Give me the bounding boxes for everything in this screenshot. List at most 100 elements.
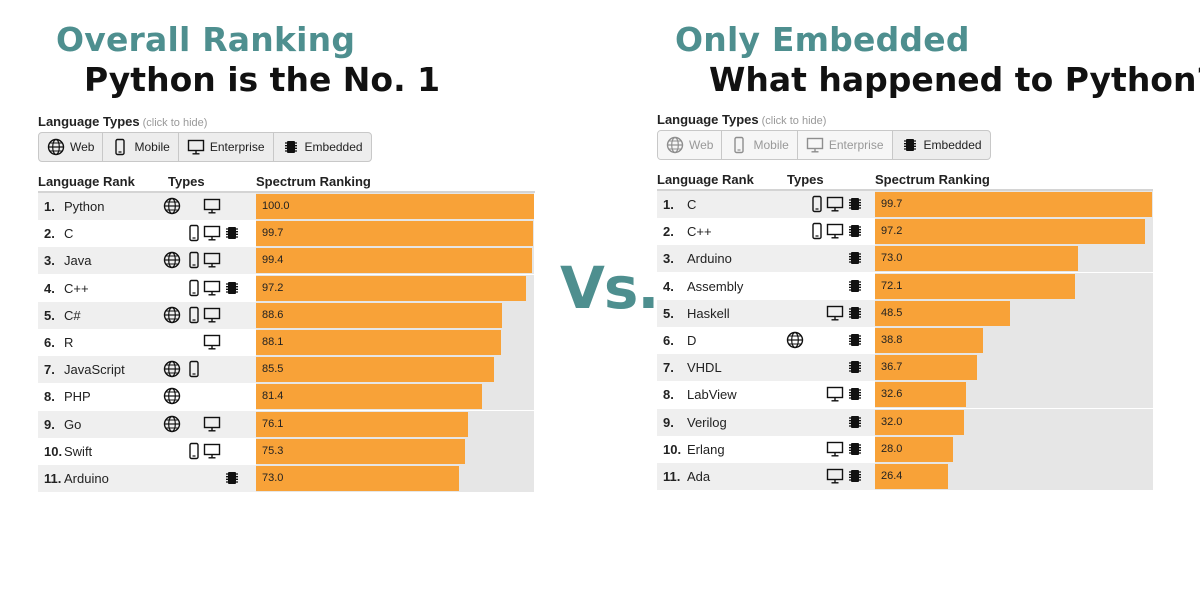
desktop-icon — [825, 194, 845, 214]
spectrum-value: 38.8 — [881, 334, 903, 346]
language-types-label: Language Types — [657, 112, 759, 127]
desktop-icon — [202, 441, 222, 461]
spectrum-value: 28.0 — [881, 442, 903, 455]
spectrum-bar — [256, 466, 459, 491]
desktop-icon — [806, 136, 824, 154]
table-row[interactable]: 7. VHDL 36.7 — [657, 354, 1153, 382]
spectrum-bar — [256, 411, 468, 437]
table-row[interactable]: 9. Verilog 32.0 — [657, 408, 1153, 436]
table-row[interactable]: 3. Java 99.4 — [38, 247, 534, 275]
spectrum-bar — [875, 328, 983, 353]
col-types[interactable]: Types — [787, 172, 824, 187]
language-type-filter: Web Mobile Enterprise Embedded — [38, 132, 372, 162]
filter-embedded-button[interactable]: Embedded — [274, 133, 371, 161]
table-row[interactable]: 10. Swift 75.3 — [38, 437, 534, 465]
language-name: JavaScript — [64, 362, 125, 378]
rank-number: 6. — [44, 335, 55, 350]
language-name: D — [687, 333, 697, 348]
globe-icon — [162, 414, 182, 434]
spectrum-bar — [875, 300, 1010, 326]
table-row[interactable]: 1. C 99.7 — [657, 191, 1153, 218]
panel-subheading: Python is the No. 1 — [84, 60, 441, 99]
spectrum-bar — [875, 192, 1153, 217]
table-row[interactable]: 6. D 38.8 — [657, 327, 1153, 354]
filter-enterprise-button[interactable]: Enterprise — [179, 133, 274, 161]
bar-track: 48.5 — [875, 299, 1153, 327]
filter-embedded-button[interactable]: Embedded — [893, 131, 990, 159]
filter-enterprise-label: Enterprise — [209, 140, 265, 154]
spectrum-value: 100.0 — [262, 200, 290, 212]
spectrum-bar — [256, 221, 534, 247]
table-row[interactable]: 2. C 99.7 — [38, 220, 534, 248]
filter-enterprise-button[interactable]: Enterprise — [797, 131, 893, 159]
spectrum-value: 81.4 — [262, 390, 284, 403]
click-to-hide-link[interactable]: (click to hide) — [142, 117, 208, 129]
table-row[interactable]: 8. PHP 81.4 — [38, 383, 534, 411]
spectrum-value: 26.4 — [881, 470, 903, 482]
desktop-icon — [202, 250, 222, 270]
filter-web-button[interactable]: Web — [39, 133, 104, 161]
language-name: R — [64, 335, 74, 350]
spectrum-value: 36.7 — [881, 361, 903, 374]
mobile-icon — [184, 305, 204, 325]
table-row[interactable]: 7. JavaScript 85.5 — [38, 356, 534, 384]
table-row[interactable]: 3. Arduino 73.0 — [657, 245, 1153, 273]
table-row[interactable]: 5. C# 88.6 — [38, 301, 534, 329]
bar-track: 97.2 — [256, 274, 534, 302]
mobile-icon — [184, 359, 204, 379]
mobile-icon — [184, 250, 204, 270]
spectrum-value: 97.2 — [262, 281, 284, 294]
table-row[interactable]: 9. Go 76.1 — [38, 410, 534, 438]
chip-icon — [222, 223, 242, 243]
table-row[interactable]: 6. R 88.1 — [38, 329, 534, 356]
filter-mobile-button[interactable]: Mobile — [103, 133, 179, 161]
mobile-icon — [184, 441, 204, 461]
filter-mobile-button[interactable]: Mobile — [722, 131, 798, 159]
rank-number: 9. — [44, 416, 55, 432]
table-row[interactable]: 8. LabView 32.6 — [657, 381, 1153, 409]
globe-icon — [162, 359, 182, 379]
table-row[interactable]: 11. Ada 26.4 — [657, 463, 1153, 490]
bar-track: 72.1 — [875, 272, 1153, 300]
filter-web-button[interactable]: Web — [658, 131, 723, 159]
globe-icon — [666, 136, 684, 154]
col-language-rank[interactable]: Language Rank — [657, 172, 754, 187]
spectrum-bar — [875, 219, 1146, 245]
bar-track: 36.7 — [875, 354, 1153, 382]
spectrum-value: 72.1 — [881, 279, 903, 292]
desktop-icon — [187, 138, 205, 156]
spectrum-bar — [875, 355, 978, 381]
bar-track: 97.2 — [875, 218, 1153, 246]
col-spectrum-ranking[interactable]: Spectrum Ranking — [875, 172, 990, 187]
spectrum-value: 32.0 — [881, 415, 903, 428]
globe-icon — [162, 386, 182, 406]
globe-icon — [162, 250, 182, 270]
spectrum-value: 85.5 — [262, 363, 284, 376]
col-types[interactable]: Types — [168, 174, 205, 189]
click-to-hide-link[interactable]: (click to hide) — [761, 115, 827, 127]
bar-track: 75.3 — [256, 437, 534, 465]
spectrum-bar — [875, 273, 1076, 299]
rank-number: 3. — [663, 251, 674, 267]
col-language-rank[interactable]: Language Rank — [38, 174, 135, 189]
language-name: C++ — [64, 280, 89, 296]
mobile-icon — [730, 136, 748, 154]
table-row[interactable]: 2. C++ 97.2 — [657, 218, 1153, 246]
table-row[interactable]: 4. C++ 97.2 — [38, 274, 534, 302]
bar-track: 38.8 — [875, 327, 1153, 354]
table-row[interactable]: 1. Python 100.0 — [38, 193, 534, 220]
table-row[interactable]: 10. Erlang 28.0 — [657, 435, 1153, 463]
spectrum-value: 76.1 — [262, 417, 284, 430]
globe-icon — [785, 330, 805, 350]
language-name: C — [64, 226, 74, 242]
table-row[interactable]: 11. Arduino 73.0 — [38, 465, 534, 492]
col-spectrum-ranking[interactable]: Spectrum Ranking — [256, 174, 371, 189]
globe-icon — [162, 196, 182, 216]
mobile-icon — [184, 278, 204, 298]
chip-icon — [901, 136, 919, 154]
bar-track: 32.0 — [875, 408, 1153, 436]
language-name: Go — [64, 416, 82, 432]
table-row[interactable]: 5. Haskell 48.5 — [657, 299, 1153, 327]
table-row[interactable]: 4. Assembly 72.1 — [657, 272, 1153, 300]
filter-embedded-label: Embedded — [304, 140, 363, 154]
